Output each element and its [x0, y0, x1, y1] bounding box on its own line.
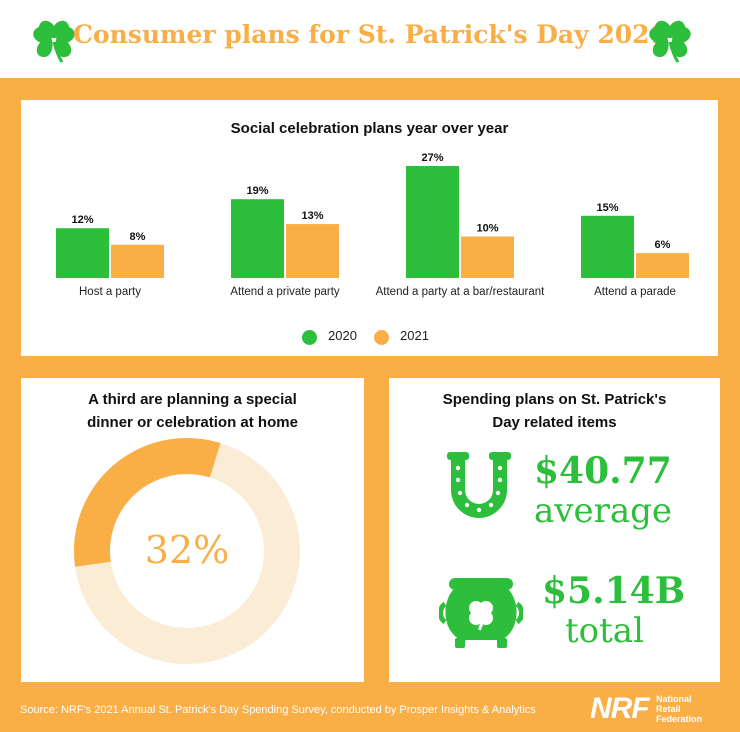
- legend-label-2021: 2021: [400, 328, 429, 343]
- bar-2020-2: [406, 166, 459, 278]
- donut-value-label: 32%: [144, 528, 230, 572]
- horseshoe-icon: [447, 452, 511, 518]
- donut-chart: [73, 438, 300, 664]
- donut-title: A third are planning a special dinner or…: [41, 388, 344, 434]
- category-label-3: Attend a parade: [594, 286, 676, 298]
- bar-2021-1: [286, 224, 339, 278]
- bar-2020-1: [231, 199, 284, 278]
- average-label: average: [534, 491, 673, 531]
- data-label-2021-2: 10%: [476, 223, 498, 235]
- page-title: Consumer plans for St. Patrick's Day 202…: [73, 20, 667, 49]
- spending-title-line-1: Spending plans on St. Patrick's: [442, 391, 667, 408]
- total-label: total: [565, 611, 644, 651]
- donut-panel: A third are planning a special dinner or…: [21, 378, 364, 682]
- spending-title: Spending plans on St. Patrick's Day rela…: [409, 388, 700, 434]
- legend-swatch-2020: [302, 330, 317, 345]
- legend-swatch-2021: [374, 330, 389, 345]
- donut-title-line-1: A third are planning a special: [88, 391, 297, 408]
- category-label-1: Attend a private party: [230, 286, 340, 298]
- total-amount: $5.14B: [542, 570, 686, 612]
- data-label-2020-3: 15%: [596, 202, 618, 214]
- donut-title-line-2: dinner or celebration at home: [87, 414, 298, 431]
- nrf-logo-name-3: Federation: [656, 714, 703, 724]
- average-amount: $40.77: [534, 450, 672, 492]
- data-label-2020-2: 27%: [421, 152, 443, 164]
- shamrock-icon: [649, 20, 691, 63]
- spending-panel: Spending plans on St. Patrick's Day rela…: [389, 378, 720, 682]
- bar-2020-0: [56, 228, 109, 278]
- spending-title-line-2: Day related items: [492, 414, 617, 431]
- legend-label-2020: 2020: [328, 328, 357, 343]
- pot-of-gold-icon: [439, 578, 523, 648]
- header: Consumer plans for St. Patrick's Day 202…: [0, 0, 740, 78]
- chart-title: Social celebration plans year over year: [230, 120, 509, 137]
- data-label-2020-1: 19%: [246, 185, 268, 197]
- data-label-2021-0: 8%: [130, 231, 146, 243]
- bar-2021-3: [636, 253, 689, 278]
- donut-fill: [73, 438, 300, 664]
- nrf-logo-name-2: Retail: [656, 704, 681, 714]
- data-label-2021-3: 6%: [655, 239, 671, 251]
- nrf-logo-name: National Retail Federation: [656, 694, 702, 724]
- bar-2021-0: [111, 244, 164, 278]
- category-label-0: Host a party: [79, 286, 141, 298]
- shamrock-icon: [33, 20, 75, 63]
- data-label-2020-0: 12%: [71, 214, 93, 226]
- bar-chart: 12% 8% Host a party 19% 13% Attend a private …: [56, 152, 689, 298]
- bar-chart-panel: Social celebration plans year over year …: [21, 100, 718, 356]
- source-note: Source: NRF's 2021 Annual St. Patrick's …: [20, 704, 536, 716]
- nrf-logo-mark: NRF: [590, 692, 650, 725]
- category-label-2: Attend a party at a bar/restaurant: [376, 286, 546, 298]
- data-label-2021-1: 13%: [301, 210, 323, 222]
- bar-2020-3: [581, 215, 634, 278]
- nrf-logo-name-1: National: [656, 694, 692, 704]
- bar-2021-2: [461, 236, 514, 278]
